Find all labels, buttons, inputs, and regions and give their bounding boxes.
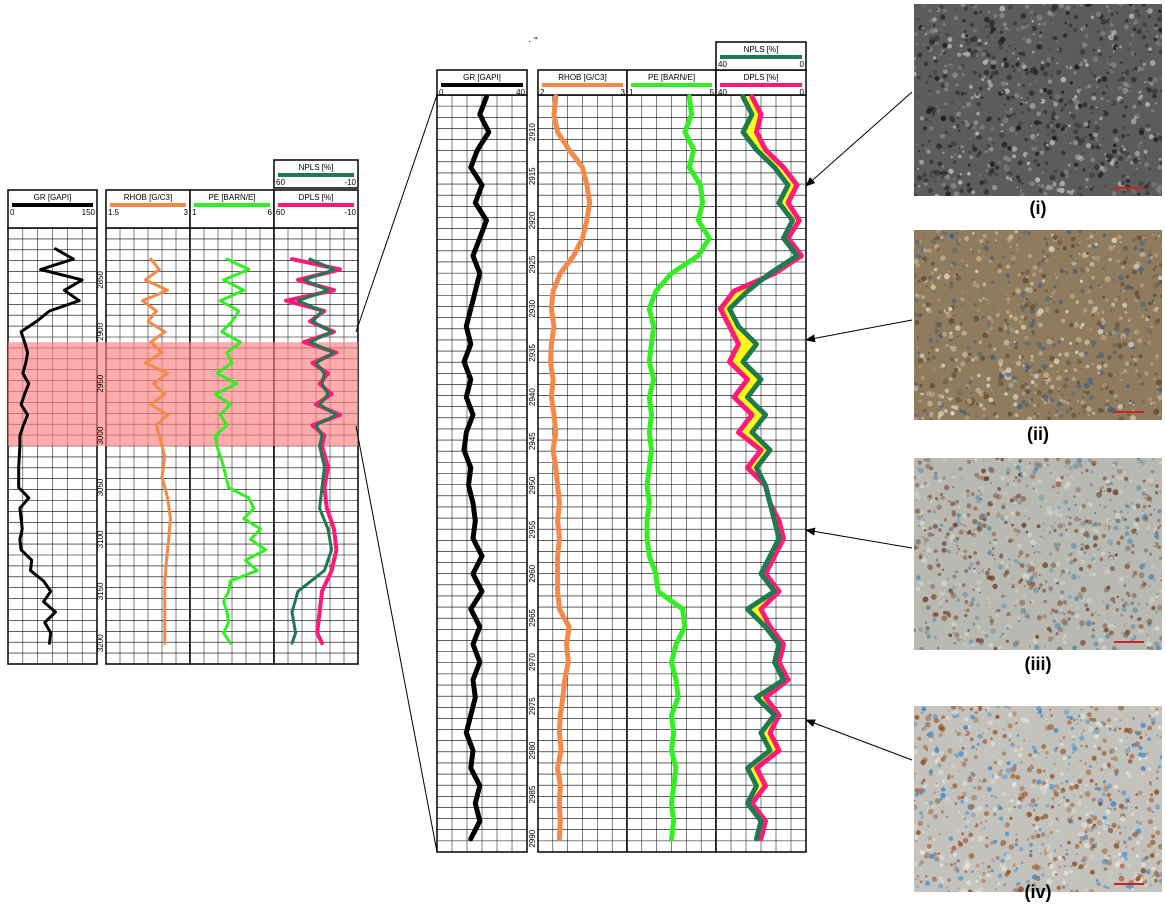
depth-tick-label: 2970: [528, 653, 537, 671]
track-header: [626, 69, 717, 96]
thin-section-caption: (i): [1029, 198, 1047, 218]
depth-tick-label: 2850: [96, 270, 105, 288]
thin-section-image: [914, 230, 1162, 420]
curve-pe: [213, 257, 268, 645]
scale-max: 5: [710, 88, 715, 97]
full-log-panel: GR [GAPI] 0 150 RHOB [G/C3] 1.5 3 PE [BARN/E] 1…: [7, 159, 359, 665]
curve-label: NPLS [%]: [744, 45, 779, 54]
scale-min: 60: [276, 178, 285, 187]
scale-min: 1.5: [108, 208, 120, 217]
thin-section-image: [914, 458, 1162, 650]
depth-tick-label: 2915: [528, 167, 537, 185]
curve-label: DPLS [%]: [744, 73, 779, 82]
depth-tick-label: 2935: [528, 343, 537, 361]
thin-section-caption: (iii): [1024, 654, 1052, 674]
annotation-arrow: [805, 91, 913, 187]
scale-max: 6: [268, 208, 273, 217]
zoomed-log-panel: GR [GAPI] 0 40 RHOB [G/C3] 2 3 PE [BARN/E] 1 5 DP…: [436, 41, 807, 853]
thin-section-caption: (ii): [1027, 424, 1049, 444]
track-header: [105, 189, 191, 229]
depth-tick-label: 2930: [528, 299, 537, 317]
depth-tick-label: 2990: [528, 829, 537, 847]
depth-tick-label: 2960: [528, 564, 537, 582]
track-header: [189, 189, 275, 229]
depth-tick-label: 2975: [528, 697, 537, 715]
depth-tick-label: 3000: [96, 426, 105, 444]
scale-max: 0: [800, 60, 805, 69]
thin-section-image: [914, 706, 1162, 892]
zoom-line-top: [355, 94, 438, 333]
scale-min: 1: [629, 88, 634, 97]
curve-label: RHOB [G/C3]: [124, 193, 172, 202]
scale-min: 0: [439, 88, 444, 97]
track-header: [7, 189, 98, 229]
zoom-connectors: [355, 91, 913, 853]
curve-label: NPLS [%]: [299, 163, 334, 172]
scale-max: 150: [82, 208, 96, 217]
depth-tick-label: 2950: [96, 374, 105, 392]
depth-tick-label: 3200: [96, 634, 105, 652]
curve-label: PE [BARN/E]: [648, 73, 695, 82]
track-header: [715, 69, 807, 96]
curve-label: RHOB [G/C3]: [558, 73, 606, 82]
annotation-arrow: [805, 719, 913, 761]
curve-label: GR [GAPI]: [34, 193, 72, 202]
scale-min: 2: [540, 88, 545, 97]
depth-tick-label: 2945: [528, 432, 537, 450]
depth-tick-label: 3150: [96, 582, 105, 600]
track-header: [436, 69, 528, 96]
scale-max: 0: [800, 88, 805, 97]
depth-tick-label: 3050: [96, 478, 105, 496]
depth-tick-label: 2950: [528, 476, 537, 494]
scale-min: 0: [10, 208, 15, 217]
curve-label: PE [BARN/E]: [208, 193, 255, 202]
thin-section-caption: (iv): [1024, 882, 1052, 902]
scale-max: 3: [184, 208, 189, 217]
annotation-arrow: [805, 319, 913, 343]
scale-max: 3: [621, 88, 626, 97]
scale-min: 40: [718, 88, 727, 97]
depth-tick-label: 2965: [528, 608, 537, 626]
thin-section-image: [914, 4, 1162, 196]
depth-tick-label: 2955: [528, 520, 537, 538]
curve-label: GR [GAPI]: [463, 73, 501, 82]
stray-mark: · ": [528, 36, 538, 47]
depth-tick-label: 2925: [528, 255, 537, 273]
depth-tick-label: 2900: [96, 322, 105, 340]
track-header: [537, 69, 628, 96]
scale-max: -10: [344, 178, 356, 187]
annotation-arrow: [805, 527, 913, 549]
zoom-line-bottom: [355, 425, 438, 853]
scale-min: 40: [718, 60, 727, 69]
curve-label: DPLS [%]: [299, 193, 334, 202]
highlight-interval: [8, 342, 358, 446]
depth-tick-label: 3100: [96, 530, 105, 548]
scale-max: 40: [516, 88, 525, 97]
depth-tick-label: 2940: [528, 388, 537, 406]
depth-tick-label: 2985: [528, 785, 537, 803]
scale-max: -10: [344, 208, 356, 217]
scale-min: 1: [192, 208, 197, 217]
depth-tick-label: 2910: [528, 123, 537, 141]
depth-tick-label: 2920: [528, 211, 537, 229]
scale-min: 60: [276, 208, 285, 217]
track-header: [273, 189, 359, 229]
depth-tick-label: 2980: [528, 741, 537, 759]
